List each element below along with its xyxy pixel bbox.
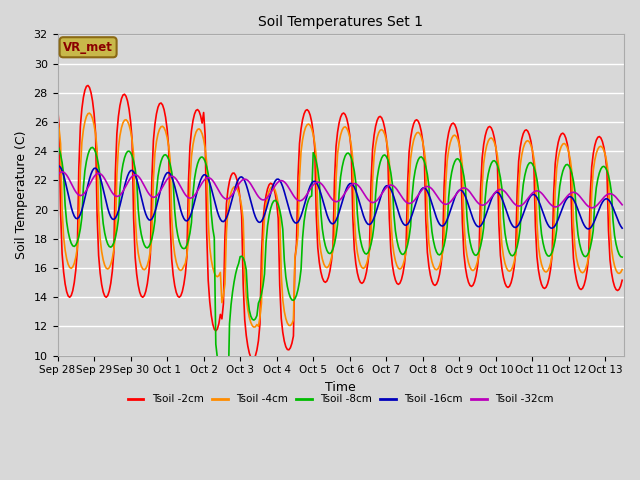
Title: Soil Temperatures Set 1: Soil Temperatures Set 1	[258, 15, 423, 29]
Legend: Tsoil -2cm, Tsoil -4cm, Tsoil -8cm, Tsoil -16cm, Tsoil -32cm: Tsoil -2cm, Tsoil -4cm, Tsoil -8cm, Tsoi…	[124, 390, 557, 408]
X-axis label: Time: Time	[325, 381, 356, 394]
Y-axis label: Soil Temperature (C): Soil Temperature (C)	[15, 131, 28, 259]
Text: VR_met: VR_met	[63, 41, 113, 54]
